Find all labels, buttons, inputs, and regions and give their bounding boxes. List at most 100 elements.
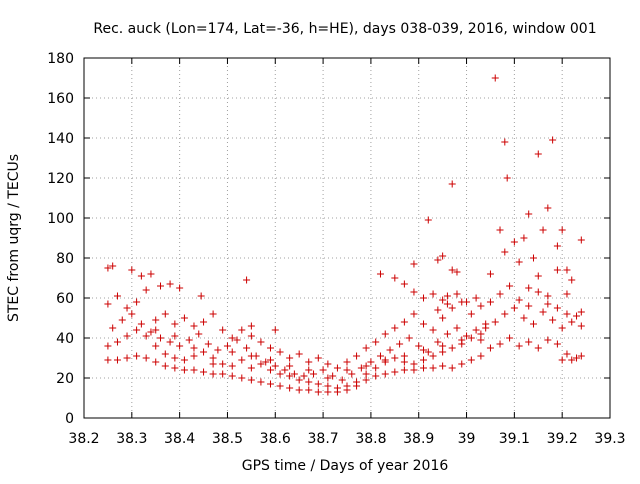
data-point bbox=[228, 372, 236, 380]
data-point bbox=[171, 354, 179, 362]
data-point bbox=[477, 302, 485, 310]
data-point bbox=[439, 362, 447, 370]
data-point bbox=[243, 344, 251, 352]
data-point bbox=[266, 380, 274, 388]
data-point bbox=[573, 354, 581, 362]
data-point bbox=[453, 268, 461, 276]
data-point bbox=[190, 344, 198, 352]
data-point bbox=[410, 366, 418, 374]
x-tick-label: 38.6 bbox=[260, 431, 291, 447]
data-point bbox=[209, 360, 217, 368]
data-point bbox=[448, 304, 456, 312]
data-point bbox=[123, 332, 131, 340]
data-point bbox=[439, 314, 447, 322]
data-point bbox=[553, 304, 561, 312]
data-point bbox=[209, 370, 217, 378]
data-point bbox=[520, 314, 528, 322]
data-point bbox=[113, 292, 121, 300]
data-point bbox=[563, 266, 571, 274]
data-point bbox=[271, 326, 279, 334]
data-point bbox=[568, 318, 576, 326]
data-point bbox=[506, 334, 514, 342]
data-point bbox=[429, 290, 437, 298]
data-point bbox=[286, 384, 294, 392]
data-point bbox=[529, 254, 537, 262]
x-tick-label: 38.5 bbox=[212, 431, 243, 447]
data-point bbox=[443, 292, 451, 300]
data-point bbox=[276, 348, 284, 356]
data-point bbox=[506, 282, 514, 290]
y-tick-label: 120 bbox=[47, 171, 74, 187]
x-tick-label: 38.7 bbox=[308, 431, 339, 447]
data-point bbox=[343, 366, 351, 374]
x-tick-label: 38.3 bbox=[116, 431, 147, 447]
data-point bbox=[453, 324, 461, 332]
data-point bbox=[305, 378, 313, 386]
data-point bbox=[166, 338, 174, 346]
data-point bbox=[544, 300, 552, 308]
x-tick-label: 39.1 bbox=[499, 431, 530, 447]
x-axis-ticks: 38.2 38.3 38.4 38.5 38.6 38.7 38.8 38.9 39 39.1 39… bbox=[68, 58, 626, 447]
data-point bbox=[348, 370, 356, 378]
data-point bbox=[171, 332, 179, 340]
data-point bbox=[113, 356, 121, 364]
x-tick-label: 39.3 bbox=[594, 431, 625, 447]
data-point bbox=[353, 352, 361, 360]
data-point bbox=[228, 362, 236, 370]
data-point bbox=[247, 364, 255, 372]
data-point bbox=[219, 360, 227, 368]
data-point bbox=[525, 302, 533, 310]
data-point bbox=[558, 356, 566, 364]
data-point bbox=[467, 310, 475, 318]
data-point bbox=[420, 356, 428, 364]
data-point bbox=[219, 326, 227, 334]
data-point bbox=[238, 374, 246, 382]
data-point bbox=[324, 374, 332, 382]
data-point bbox=[429, 352, 437, 360]
data-point bbox=[372, 338, 380, 346]
data-point bbox=[515, 258, 523, 266]
data-point bbox=[157, 282, 165, 290]
data-point bbox=[247, 376, 255, 384]
data-point bbox=[190, 352, 198, 360]
data-point bbox=[133, 352, 141, 360]
data-point bbox=[391, 354, 399, 362]
data-point bbox=[577, 308, 585, 316]
data-point bbox=[410, 260, 418, 268]
data-point bbox=[176, 342, 184, 350]
data-point bbox=[577, 352, 585, 360]
data-point bbox=[247, 332, 255, 340]
data-point bbox=[266, 356, 274, 364]
data-point bbox=[147, 270, 155, 278]
data-point bbox=[400, 318, 408, 326]
y-tick-label: 80 bbox=[56, 251, 74, 267]
data-point bbox=[400, 280, 408, 288]
data-point bbox=[568, 276, 576, 284]
data-point bbox=[553, 266, 561, 274]
data-point bbox=[496, 226, 504, 234]
data-point bbox=[558, 324, 566, 332]
data-point bbox=[123, 354, 131, 362]
data-point bbox=[333, 364, 341, 372]
data-point bbox=[286, 354, 294, 362]
data-point bbox=[343, 382, 351, 390]
x-tick-label: 39.2 bbox=[547, 431, 578, 447]
data-point bbox=[525, 338, 533, 346]
data-point bbox=[113, 338, 121, 346]
x-tick-label: 39 bbox=[458, 431, 476, 447]
data-point bbox=[424, 348, 432, 356]
data-point bbox=[171, 364, 179, 372]
plot-frame bbox=[83, 57, 611, 419]
data-point bbox=[197, 292, 205, 300]
data-point bbox=[200, 318, 208, 326]
data-point bbox=[314, 388, 322, 396]
data-point bbox=[161, 350, 169, 358]
y-tick-label: 180 bbox=[47, 51, 74, 67]
x-tick-label: 38.9 bbox=[403, 431, 434, 447]
data-point bbox=[161, 310, 169, 318]
data-point bbox=[238, 356, 246, 364]
data-point bbox=[429, 326, 437, 334]
x-axis-label: GPS time / Days of year 2016 bbox=[242, 458, 449, 474]
data-point bbox=[152, 326, 160, 334]
